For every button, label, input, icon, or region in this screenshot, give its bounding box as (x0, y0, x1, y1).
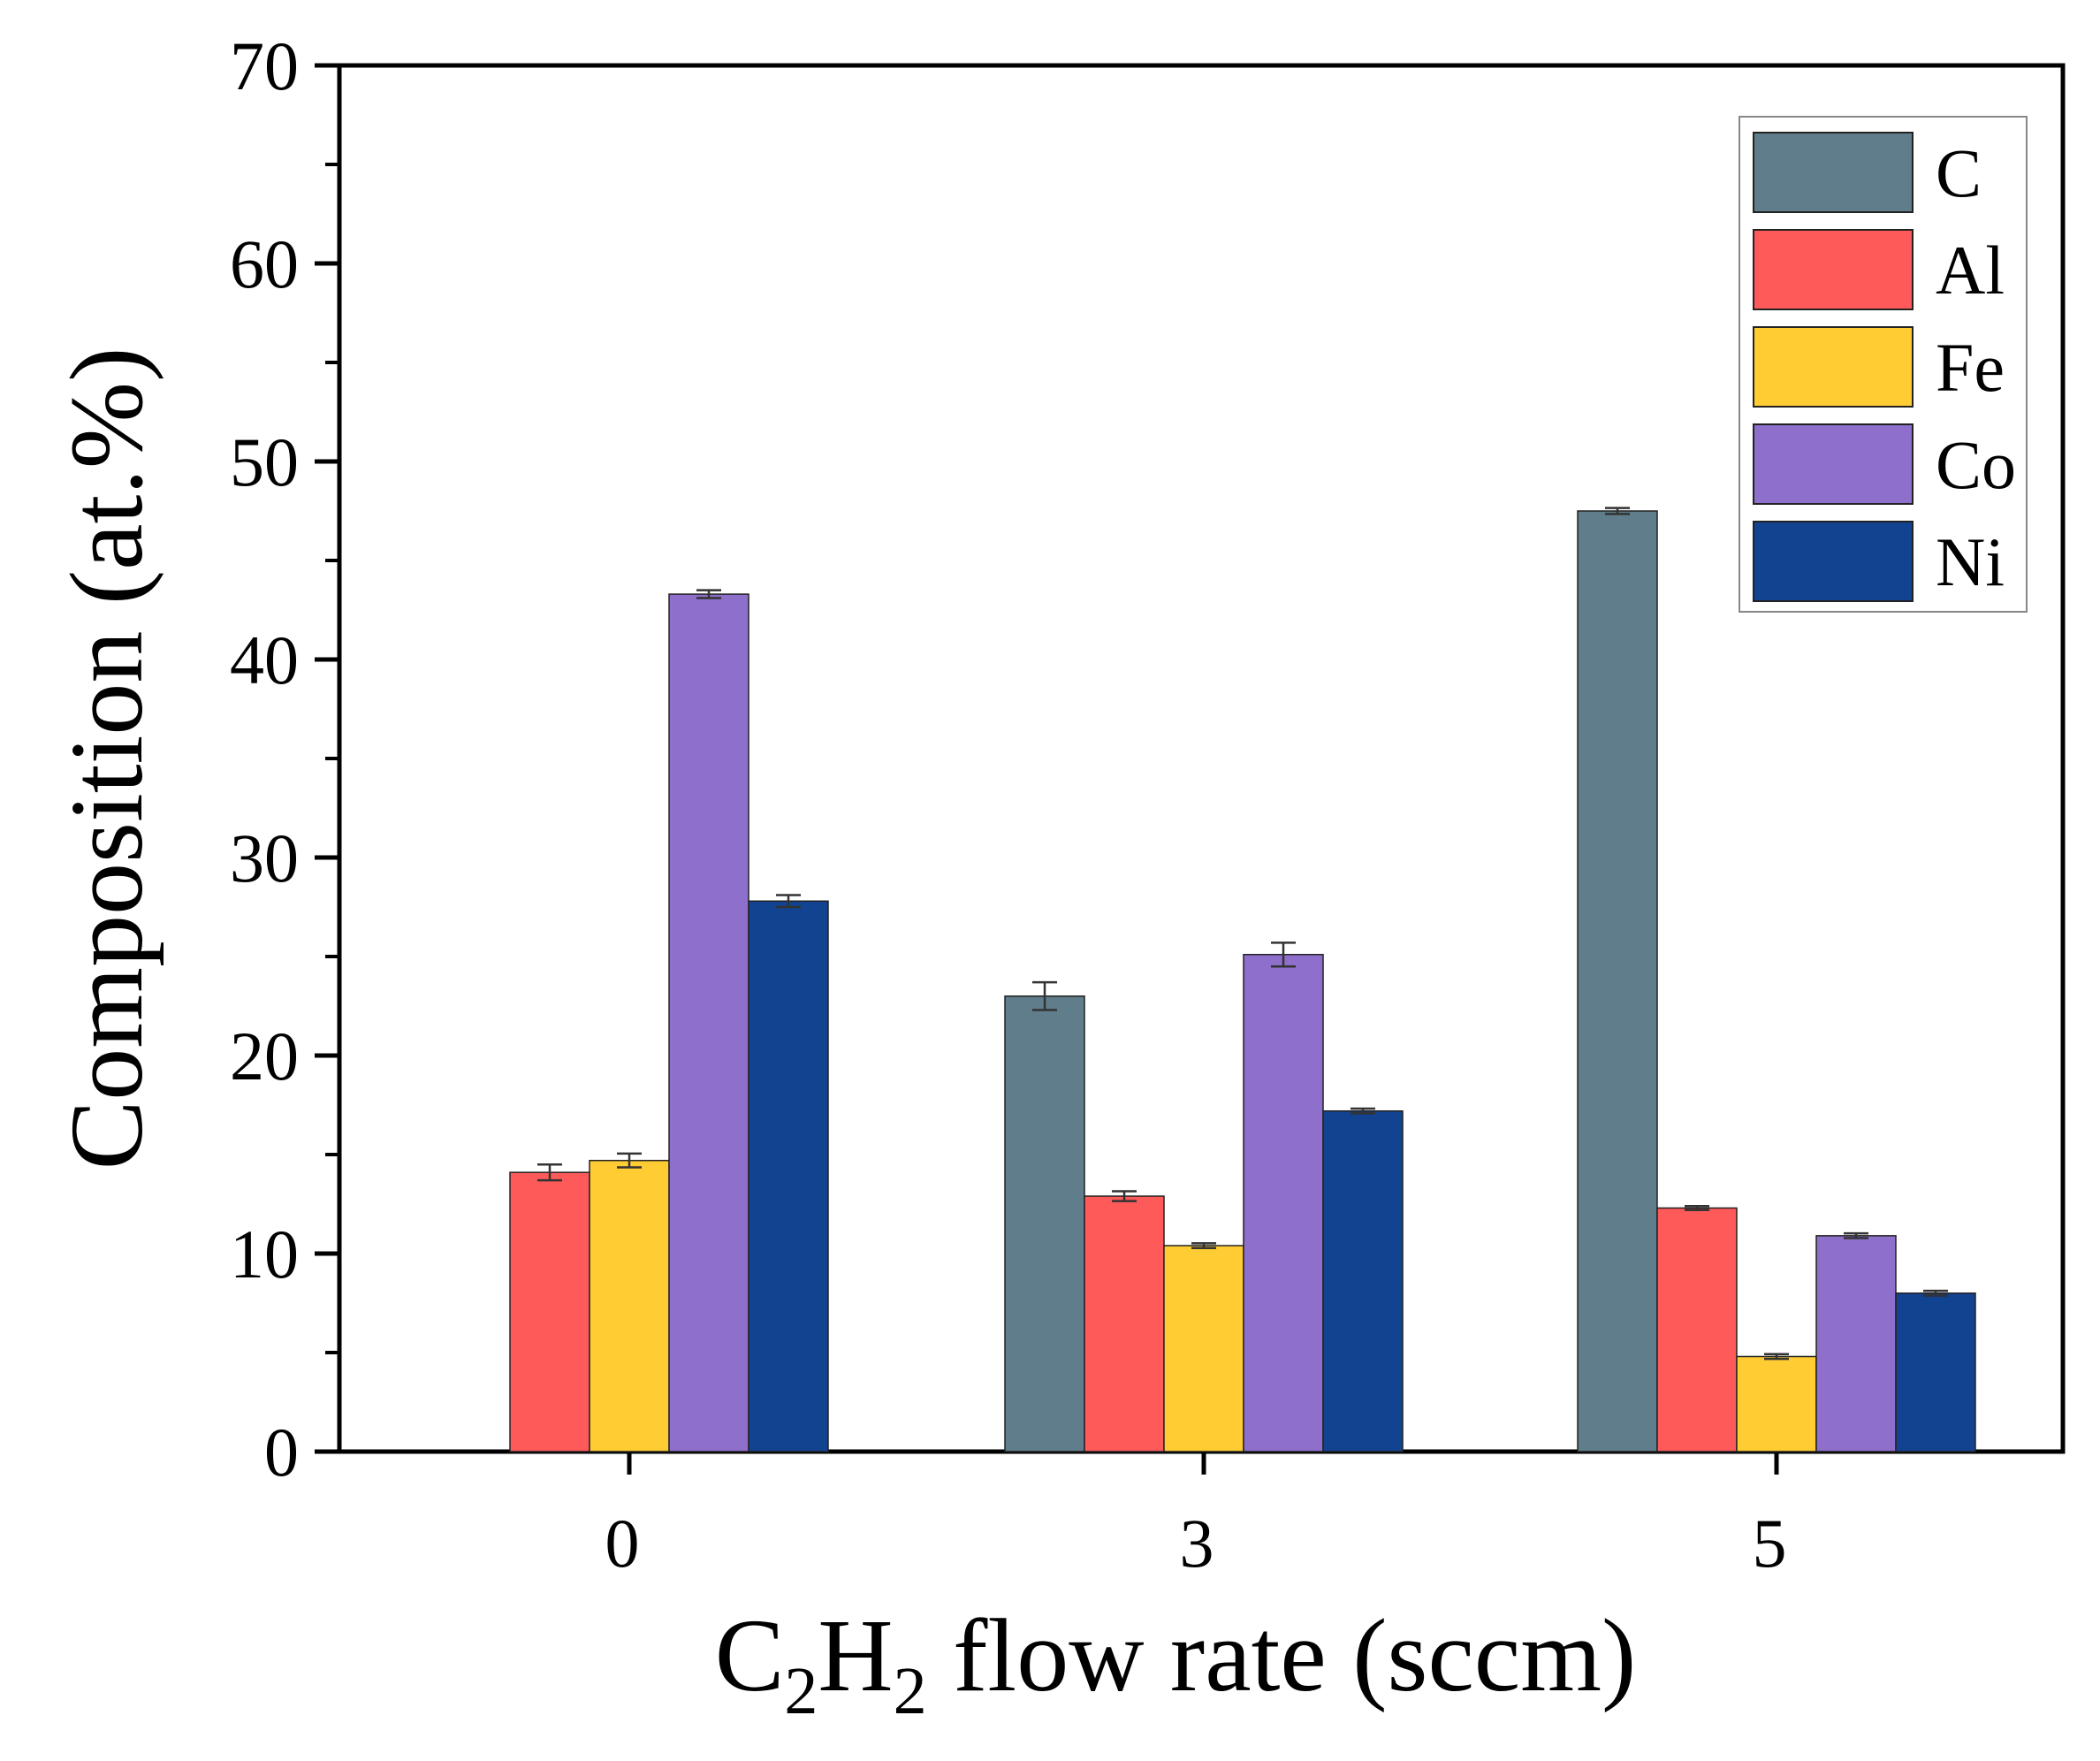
error-bar-al (1112, 1190, 1137, 1202)
bar-co (668, 593, 749, 1452)
x-axis-label-rest: flow rate (sccm) (927, 1597, 1637, 1713)
y-tick-label: 30 (230, 820, 299, 896)
bar-al (1656, 1207, 1738, 1452)
bar-al (1084, 1195, 1165, 1452)
legend-label-fe: Fe (1936, 329, 2005, 406)
error-bar-al (1685, 1204, 1709, 1211)
legend-swatch-fe (1753, 326, 1914, 408)
bar-ni (1322, 1109, 1404, 1452)
y-tick-label: 70 (230, 27, 299, 104)
error-bar-ni (1351, 1107, 1375, 1115)
x-axis-label: C2H2 flow rate (sccm) (715, 1597, 1637, 1728)
x-axis-label-c: C (715, 1597, 785, 1713)
x-axis: 0 3 5 (605, 1452, 1787, 1582)
y-tick-label: 50 (230, 423, 299, 500)
y-axis: 0 10 20 30 40 50 60 70 (230, 27, 339, 1490)
legend-swatch-c (1753, 132, 1914, 213)
x-axis-label-h: H (818, 1597, 893, 1713)
error-bar-co (1844, 1231, 1868, 1239)
error-bar-ni (1923, 1289, 1948, 1297)
error-bar-ni (776, 894, 801, 909)
error-bar-co (1271, 941, 1296, 968)
legend: C Al Fe Co Ni (1739, 116, 2028, 613)
y-axis-label: Composition (at.%) (49, 347, 164, 1170)
error-bar-fe (1191, 1242, 1216, 1249)
y-tick-label: 60 (230, 225, 299, 302)
legend-label-al: Al (1936, 232, 2005, 309)
legend-swatch-al (1753, 229, 1914, 310)
bars-group (509, 507, 1976, 1452)
legend-label-ni: Ni (1936, 523, 2005, 600)
x-tick-label: 5 (1753, 1505, 1787, 1582)
bar-c (1004, 995, 1085, 1452)
y-tick-label: 40 (230, 621, 299, 698)
bar-fe (1163, 1245, 1244, 1452)
legend-label-c: C (1936, 134, 1982, 211)
error-bar-c (1032, 980, 1057, 1011)
legend-swatch-ni (1753, 521, 1914, 602)
bar-al (509, 1171, 590, 1452)
y-tick-label: 20 (230, 1018, 299, 1094)
error-bar-fe (1764, 1353, 1789, 1361)
bar-c (1577, 510, 1658, 1452)
legend-label-co: Co (1936, 426, 2016, 503)
legend-swatch-co (1753, 423, 1914, 505)
y-tick-label: 0 (264, 1414, 299, 1490)
x-axis-label-sub1: 2 (784, 1654, 818, 1728)
error-bar-co (696, 589, 721, 599)
error-bar-al (537, 1163, 562, 1182)
error-bar-c (1605, 507, 1630, 515)
bar-fe (589, 1159, 670, 1452)
x-tick-label: 0 (605, 1505, 640, 1582)
bar-ni (1895, 1292, 1976, 1452)
x-axis-label-sub2: 2 (894, 1654, 927, 1728)
bar-co (1243, 954, 1324, 1452)
bar-co (1815, 1235, 1897, 1452)
y-tick-label: 10 (230, 1216, 299, 1292)
bar-fe (1736, 1355, 1817, 1452)
x-tick-label: 3 (1180, 1505, 1214, 1582)
bar-ni (748, 900, 829, 1452)
error-bar-fe (617, 1152, 642, 1169)
